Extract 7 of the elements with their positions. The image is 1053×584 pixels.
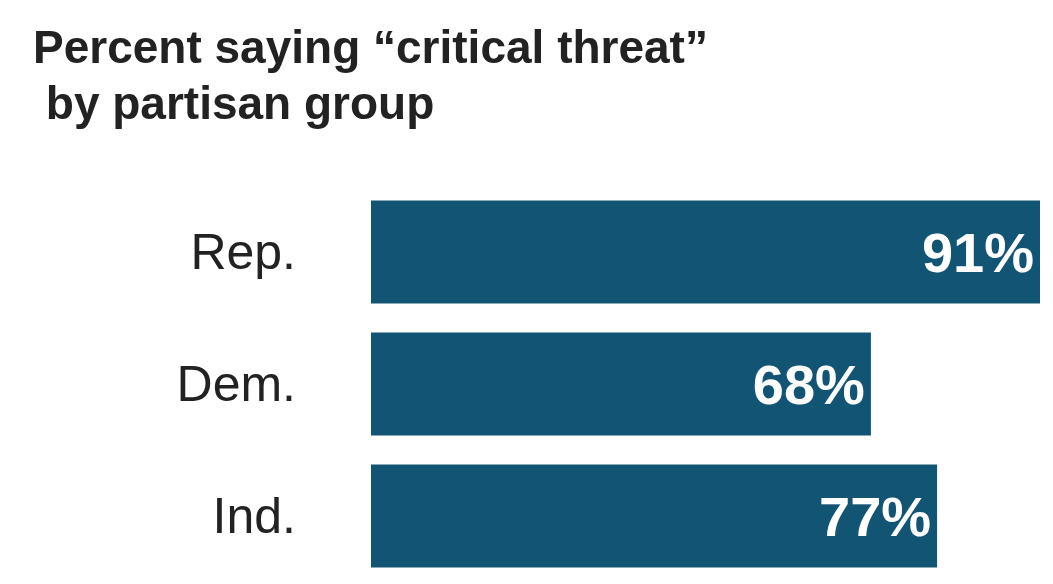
y-tick-label: Ind.	[212, 488, 296, 544]
data-label: 91%	[921, 220, 1034, 284]
y-tick-label: Dem.	[176, 356, 296, 412]
chart-title: Percent saying “critical threat” by partisan group	[33, 21, 708, 129]
y-tick-label: Rep.	[190, 224, 296, 280]
data-label: 77%	[818, 484, 932, 548]
data-label: 68%	[752, 352, 865, 416]
